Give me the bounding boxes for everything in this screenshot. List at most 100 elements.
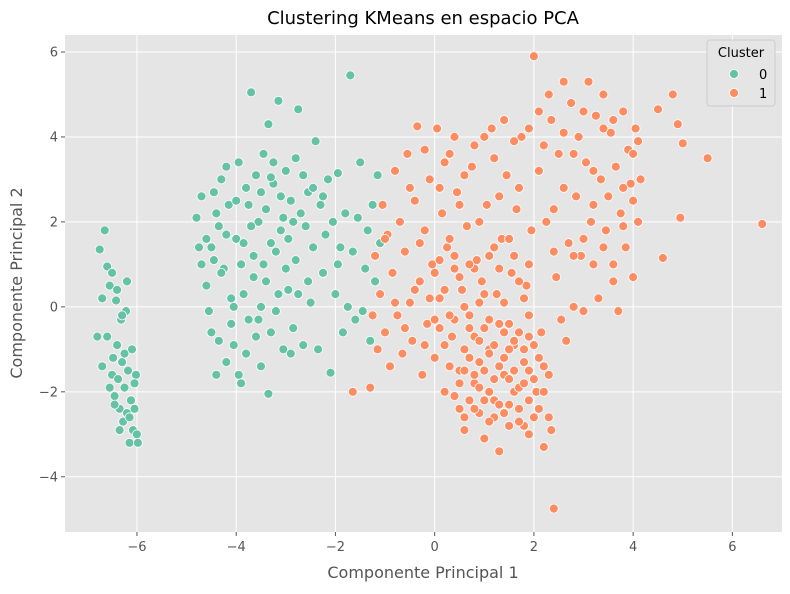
data-point-cluster-1 <box>519 378 529 389</box>
data-point-cluster-1 <box>347 386 358 397</box>
data-point-cluster-1 <box>551 272 562 283</box>
data-point-cluster-0 <box>320 229 331 240</box>
data-point-cluster-0 <box>256 361 266 372</box>
data-point-cluster-0 <box>256 187 266 198</box>
data-point-cluster-1 <box>437 208 448 219</box>
data-point-cluster-0 <box>131 369 141 380</box>
data-point-cluster-1 <box>459 170 470 181</box>
data-point-cluster-1 <box>479 323 490 334</box>
data-point-cluster-1 <box>514 327 524 338</box>
data-point-cluster-0 <box>300 221 311 232</box>
data-point-cluster-1 <box>380 233 390 244</box>
data-point-cluster-0 <box>251 170 261 181</box>
data-point-cluster-1 <box>615 208 626 219</box>
data-point-cluster-0 <box>211 369 222 380</box>
data-point-cluster-1 <box>429 352 440 363</box>
data-point-cluster-0 <box>221 229 232 240</box>
data-point-cluster-0 <box>362 225 373 236</box>
data-point-cluster-1 <box>653 104 663 115</box>
data-point-cluster-0 <box>265 172 276 183</box>
data-point-cluster-1 <box>603 191 614 202</box>
data-point-cluster-0 <box>119 382 130 393</box>
data-point-cluster-0 <box>231 233 242 244</box>
x-tick-label: 0 <box>431 540 439 555</box>
data-point-cluster-1 <box>514 276 524 287</box>
data-point-cluster-1 <box>419 340 430 351</box>
data-point-cluster-1 <box>499 327 510 338</box>
data-point-cluster-0 <box>124 412 135 423</box>
data-point-cluster-0 <box>345 70 356 81</box>
data-point-cluster-0 <box>112 340 122 351</box>
data-point-cluster-0 <box>117 310 127 321</box>
data-point-cluster-0 <box>270 246 281 257</box>
data-point-cluster-1 <box>397 348 408 359</box>
data-point-cluster-1 <box>459 425 470 436</box>
data-point-cluster-0 <box>261 276 271 287</box>
data-point-cluster-1 <box>404 297 415 308</box>
data-point-cluster-0 <box>323 174 333 185</box>
y-tick-label: 4 <box>50 130 58 145</box>
data-point-cluster-1 <box>618 182 629 193</box>
data-point-cluster-0 <box>258 148 269 159</box>
data-point-cluster-1 <box>484 348 495 359</box>
data-point-cluster-0 <box>305 297 316 308</box>
grid-lines <box>65 35 782 532</box>
data-point-cluster-0 <box>332 259 343 270</box>
data-point-cluster-0 <box>191 212 202 223</box>
data-point-cluster-1 <box>568 301 579 312</box>
data-point-cluster-1 <box>464 259 475 270</box>
data-point-cluster-1 <box>538 140 549 151</box>
data-point-cluster-1 <box>424 174 435 185</box>
data-point-cluster-0 <box>216 267 227 278</box>
data-point-cluster-1 <box>459 412 470 423</box>
data-point-cluster-1 <box>596 174 606 185</box>
data-point-cluster-0 <box>233 369 244 380</box>
data-point-cluster-1 <box>524 259 534 270</box>
data-point-cluster-0 <box>129 403 140 414</box>
data-point-cluster-0 <box>308 242 319 253</box>
x-tick-label: 6 <box>728 540 736 555</box>
data-point-cluster-1 <box>444 148 455 159</box>
data-point-cluster-0 <box>131 429 142 440</box>
data-point-cluster-1 <box>620 242 631 253</box>
data-point-cluster-0 <box>253 216 264 227</box>
data-point-cluster-1 <box>583 76 594 87</box>
data-point-cluster-1 <box>494 191 505 202</box>
data-point-cluster-0 <box>370 276 381 287</box>
data-point-cluster-1 <box>504 318 515 329</box>
data-point-cluster-1 <box>474 335 485 346</box>
data-point-cluster-0 <box>332 168 343 179</box>
chart-title: Clustering KMeans en espacio PCA <box>267 8 580 29</box>
x-tick-label: −2 <box>326 540 345 555</box>
data-point-cluster-0 <box>228 340 239 351</box>
data-points <box>92 51 768 514</box>
data-point-cluster-1 <box>509 136 519 147</box>
data-point-cluster-1 <box>479 433 490 444</box>
data-point-cluster-1 <box>504 399 515 410</box>
data-point-cluster-0 <box>129 378 140 389</box>
data-point-cluster-1 <box>568 250 579 261</box>
data-point-cluster-1 <box>375 289 386 300</box>
data-point-cluster-0 <box>256 301 266 312</box>
data-point-cluster-1 <box>633 136 643 147</box>
data-point-cluster-1 <box>459 365 470 376</box>
data-point-cluster-1 <box>404 182 415 193</box>
data-point-cluster-0 <box>238 289 249 300</box>
data-point-cluster-1 <box>608 259 619 270</box>
data-point-cluster-0 <box>357 306 368 317</box>
data-point-cluster-0 <box>350 314 361 325</box>
data-point-cluster-0 <box>275 225 286 236</box>
data-point-cluster-1 <box>563 238 574 249</box>
data-point-cluster-0 <box>132 437 143 448</box>
data-point-cluster-1 <box>588 165 599 176</box>
data-point-cluster-1 <box>429 267 440 278</box>
data-point-cluster-1 <box>479 365 490 376</box>
data-point-cluster-1 <box>479 131 490 142</box>
data-point-cluster-1 <box>474 382 485 393</box>
data-point-cluster-1 <box>605 127 616 138</box>
data-point-cluster-1 <box>494 318 505 329</box>
data-point-cluster-1 <box>635 174 646 185</box>
data-point-cluster-0 <box>109 399 120 410</box>
data-point-cluster-1 <box>546 425 557 436</box>
data-point-cluster-0 <box>104 280 115 291</box>
